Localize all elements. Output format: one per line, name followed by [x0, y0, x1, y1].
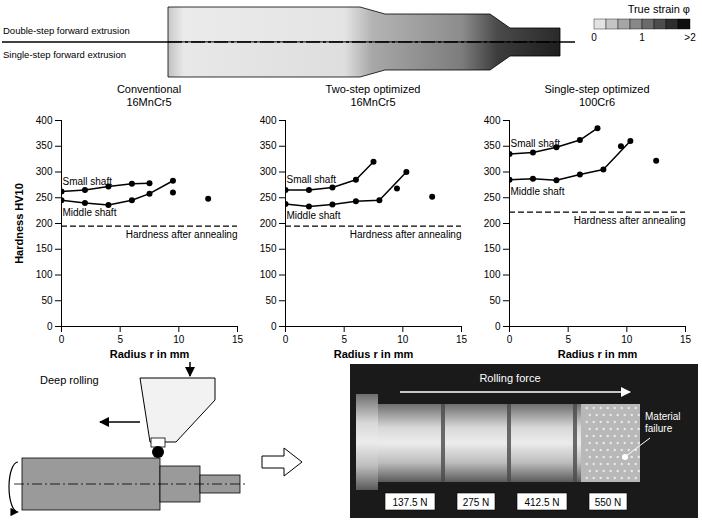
svg-text:50: 50 [265, 295, 277, 306]
svg-text:Single-step forward extrusion: Single-step forward extrusion [3, 49, 126, 60]
svg-text:200: 200 [260, 218, 277, 229]
svg-text:15: 15 [232, 334, 244, 345]
svg-text:Rolling force: Rolling force [479, 372, 540, 384]
html-text:Two-step optimized: Two-step optimized [325, 83, 421, 95]
svg-text:350: 350 [36, 140, 53, 151]
svg-text:10: 10 [173, 334, 185, 345]
svg-text:412.5 N: 412.5 N [524, 497, 559, 508]
svg-text:Hardness after annealing: Hardness after annealing [350, 229, 462, 240]
svg-text:300: 300 [36, 166, 53, 177]
html-text:16MnCr5: 16MnCr5 [350, 96, 396, 108]
svg-text:0: 0 [59, 334, 65, 345]
svg-text:100: 100 [36, 269, 53, 280]
svg-text:1: 1 [639, 32, 645, 43]
svg-text:350: 350 [260, 140, 277, 151]
svg-text:5: 5 [341, 334, 347, 345]
svg-text:15: 15 [456, 334, 468, 345]
svg-text:300: 300 [484, 166, 501, 177]
svg-text:0: 0 [283, 334, 289, 345]
svg-text:250: 250 [36, 192, 53, 203]
svg-text:Middle shaft: Middle shaft [287, 210, 341, 221]
svg-text:10: 10 [621, 334, 633, 345]
svg-text:10: 10 [397, 334, 409, 345]
svg-text:0: 0 [495, 321, 501, 332]
svg-text:150: 150 [260, 243, 277, 254]
svg-text:5: 5 [565, 334, 571, 345]
svg-text:150: 150 [36, 243, 53, 254]
svg-text:Middle shaft: Middle shaft [63, 207, 117, 218]
svg-text:200: 200 [36, 218, 53, 229]
svg-text:Radius r in mm: Radius r in mm [558, 348, 638, 360]
svg-text:350: 350 [484, 140, 501, 151]
html-text:16MnCr5: 16MnCr5 [126, 96, 172, 108]
svg-text:Small shaft: Small shaft [511, 138, 561, 149]
svg-text:50: 50 [41, 295, 53, 306]
svg-text:250: 250 [260, 192, 277, 203]
svg-text:Materialfailure: Materialfailure [645, 411, 681, 434]
svg-text:275 N: 275 N [463, 497, 490, 508]
svg-text:5: 5 [117, 334, 123, 345]
svg-text:0: 0 [271, 321, 277, 332]
svg-text:0: 0 [507, 334, 513, 345]
svg-text:True strain φ: True strain φ [628, 3, 690, 15]
html-text:Conventional: Conventional [116, 83, 182, 95]
svg-text:Middle shaft: Middle shaft [511, 186, 565, 197]
svg-text:137.5 N: 137.5 N [392, 497, 427, 508]
svg-text:Hardness HV10: Hardness HV10 [13, 183, 25, 264]
svg-text:200: 200 [484, 218, 501, 229]
svg-text:Radius r in mm: Radius r in mm [110, 348, 190, 360]
svg-text:400: 400 [484, 115, 501, 126]
svg-text:0: 0 [591, 32, 597, 43]
svg-text:100: 100 [260, 269, 277, 280]
svg-text:Hardness after annealing: Hardness after annealing [126, 229, 238, 240]
svg-text:50: 50 [489, 295, 501, 306]
svg-text:150: 150 [484, 243, 501, 254]
svg-text:>2: >2 [684, 32, 696, 43]
svg-text:550 N: 550 N [595, 497, 622, 508]
svg-text:Hardness after annealing: Hardness after annealing [574, 215, 686, 226]
svg-text:15: 15 [680, 334, 692, 345]
svg-text:300: 300 [260, 166, 277, 177]
svg-text:400: 400 [260, 115, 277, 126]
svg-text:Radius r in mm: Radius r in mm [334, 348, 414, 360]
svg-text:0: 0 [47, 321, 53, 332]
svg-text:Deep rolling: Deep rolling [40, 374, 99, 386]
html-text:Single-step optimized: Single-step optimized [544, 83, 650, 95]
svg-text:400: 400 [36, 115, 53, 126]
svg-text:Double-step forward extrusion: Double-step forward extrusion [3, 25, 130, 36]
svg-text:Small shaft: Small shaft [287, 174, 337, 185]
html-text:100Cr6: 100Cr6 [579, 96, 615, 108]
svg-text:100: 100 [484, 269, 501, 280]
svg-text:250: 250 [484, 192, 501, 203]
svg-text:Small shaft: Small shaft [63, 176, 113, 187]
